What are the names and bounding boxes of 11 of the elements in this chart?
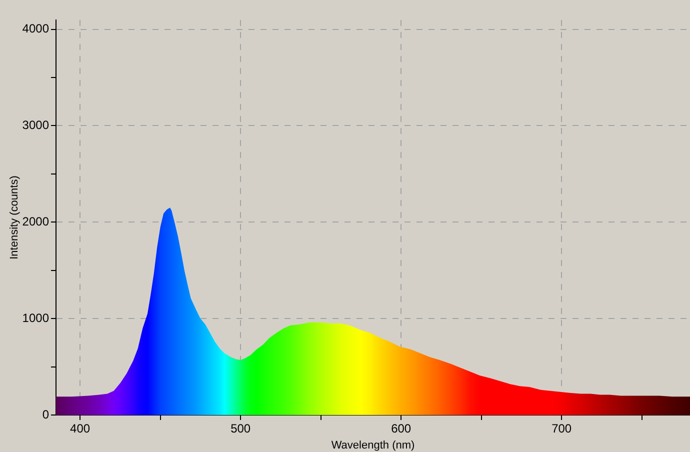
y-tick-label: 3000 <box>22 118 50 132</box>
y-tick-label: 2000 <box>22 214 50 228</box>
y-tick-label: 1000 <box>22 310 50 325</box>
x-tick-label: 600 <box>391 422 412 436</box>
y-tick-label: 4000 <box>22 22 50 36</box>
x-axis-title: Wavelength (nm) <box>331 439 415 452</box>
y-tick-label: 0 <box>42 407 50 422</box>
y-axis-title: Intensity (counts) <box>8 176 21 260</box>
x-tick-label: 700 <box>552 422 572 436</box>
x-tick-label: 400 <box>70 422 90 436</box>
x-tick-label: 500 <box>230 422 251 436</box>
